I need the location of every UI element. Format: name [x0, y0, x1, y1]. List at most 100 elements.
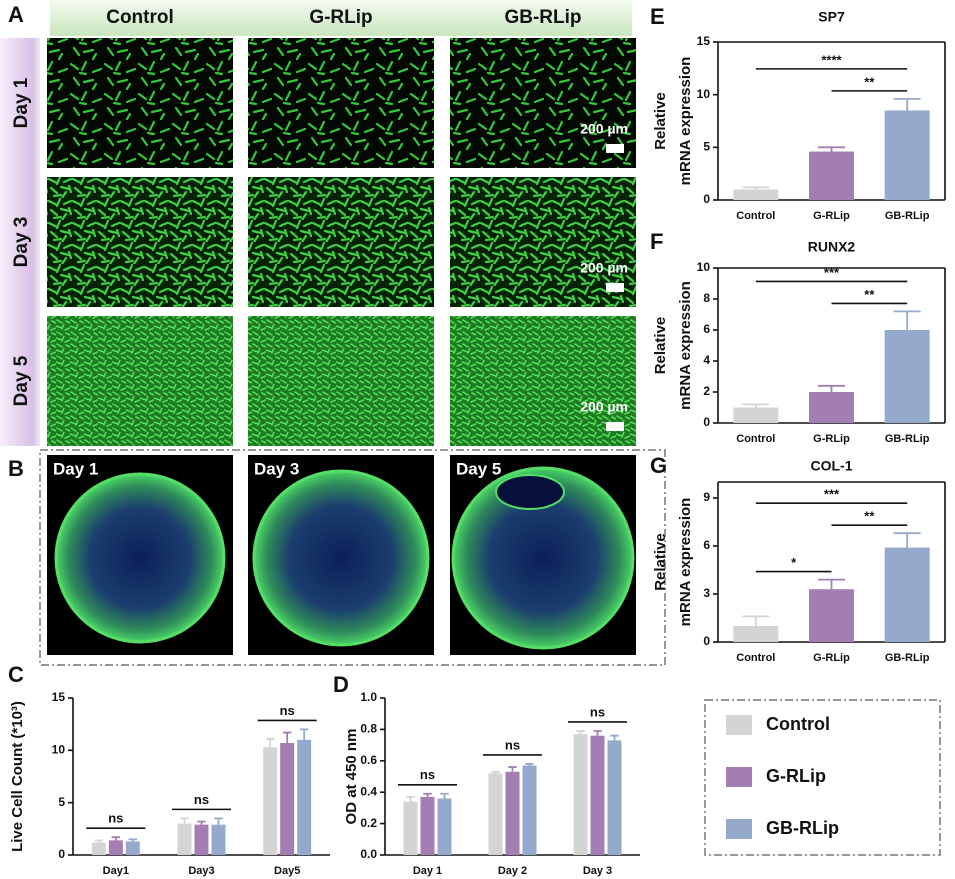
- bar: [488, 773, 503, 855]
- error-bar: [525, 763, 534, 766]
- x-tick-label: Control: [736, 210, 775, 222]
- significance-label: *: [791, 555, 797, 570]
- error-bar: [491, 770, 500, 774]
- header-band: [50, 0, 632, 36]
- y-tick-label: 0.2: [360, 816, 377, 830]
- bar: [590, 735, 605, 855]
- significance-label: ns: [590, 704, 605, 719]
- bar: [884, 110, 930, 200]
- bar: [809, 589, 854, 642]
- panel-letter: D: [333, 672, 349, 697]
- y-tick-label: 0.8: [360, 722, 377, 736]
- y-tick-label: 0.0: [360, 847, 377, 861]
- bar: [211, 824, 226, 855]
- y-axis-label: Relative: [652, 317, 669, 375]
- error-bar: [265, 737, 275, 748]
- scale-bar-label: 200 µm: [580, 399, 628, 415]
- image-label: Day 3: [254, 459, 299, 478]
- row-band: [0, 38, 40, 446]
- column-label: G-RLip: [309, 7, 372, 28]
- bar: [420, 796, 435, 855]
- y-tick-label: 0: [703, 192, 710, 206]
- bar: [884, 330, 930, 423]
- significance-label: ns: [108, 811, 123, 826]
- error-bar: [742, 186, 770, 190]
- error-bar: [508, 766, 517, 772]
- y-tick-label: 5: [58, 795, 65, 809]
- y-tick-label: 0: [58, 847, 65, 861]
- bar: [280, 743, 295, 855]
- significance-label: **: [864, 509, 875, 524]
- micrograph: [248, 316, 434, 446]
- y-tick-label: 6: [703, 538, 710, 552]
- y-tick-label: 0.6: [360, 753, 377, 767]
- x-tick-label: GB-RLip: [885, 210, 930, 222]
- scale-bar: [606, 283, 624, 292]
- error-bar: [299, 728, 309, 740]
- significance-label: ns: [420, 767, 435, 782]
- bar: [505, 771, 520, 855]
- significance-label: ns: [505, 737, 520, 752]
- y-tick-label: 15: [697, 34, 711, 48]
- y-tick-label: 3: [703, 586, 710, 600]
- bar: [437, 798, 452, 855]
- bar: [607, 740, 622, 855]
- y-tick-label: 0: [703, 415, 710, 429]
- error-bar: [128, 838, 138, 842]
- y-tick-label: 10: [697, 87, 711, 101]
- spheroid-cavity: [495, 474, 565, 510]
- error-bar: [440, 792, 449, 799]
- legend-frame: [704, 699, 941, 856]
- x-tick-label: G-RLip: [813, 652, 850, 664]
- chart-title: RUNX2: [808, 239, 856, 255]
- micrograph: [47, 38, 233, 168]
- error-bar: [94, 839, 104, 843]
- bar: [522, 765, 537, 855]
- row-label: Day 5: [11, 355, 32, 406]
- legend-label: Control: [766, 714, 830, 734]
- y-tick-label: 10: [697, 260, 711, 274]
- bar: [297, 739, 312, 855]
- image-label: Day 1: [53, 459, 98, 478]
- y-axis-label: mRNA expression: [677, 57, 694, 186]
- bar: [403, 801, 418, 855]
- legend-swatch: [726, 715, 752, 735]
- significance-label: ***: [824, 265, 840, 280]
- y-axis-label: mRNA expression: [677, 281, 694, 410]
- x-tick-label: Control: [736, 652, 775, 664]
- micrograph: [47, 316, 233, 446]
- panel-letter: F: [650, 229, 663, 254]
- panel-letter: B: [8, 456, 24, 481]
- column-label: Control: [106, 7, 174, 28]
- legend-label: GB-RLip: [766, 818, 839, 838]
- micrograph: [450, 38, 636, 168]
- x-tick-label: Day 1: [413, 865, 442, 877]
- bar: [733, 626, 779, 642]
- error-bar: [593, 730, 602, 736]
- bar: [263, 747, 278, 855]
- legend-swatch: [726, 819, 752, 839]
- error-bar: [610, 734, 619, 741]
- column-label: GB-RLip: [504, 7, 581, 28]
- y-tick-label: 8: [703, 291, 710, 305]
- error-bar: [111, 836, 121, 841]
- spheroid: [451, 466, 635, 650]
- y-tick-label: 6: [703, 322, 710, 336]
- spheroid: [252, 469, 430, 647]
- error-bar: [406, 796, 415, 802]
- error-bar: [197, 820, 206, 825]
- significance-label: **: [864, 287, 875, 302]
- y-axis-label: Relative: [652, 533, 669, 591]
- x-tick-label: Day5: [274, 865, 300, 877]
- micrograph: [450, 316, 636, 446]
- micrograph: [450, 177, 636, 307]
- y-axis-label: Live Cell Count (*10³): [9, 701, 26, 852]
- bar: [91, 842, 106, 855]
- micrograph: [248, 177, 434, 307]
- row-label: Day 1: [11, 77, 32, 128]
- error-bar: [893, 532, 921, 548]
- error-bar: [893, 310, 921, 330]
- significance-label: ns: [280, 703, 295, 718]
- bar: [809, 392, 854, 423]
